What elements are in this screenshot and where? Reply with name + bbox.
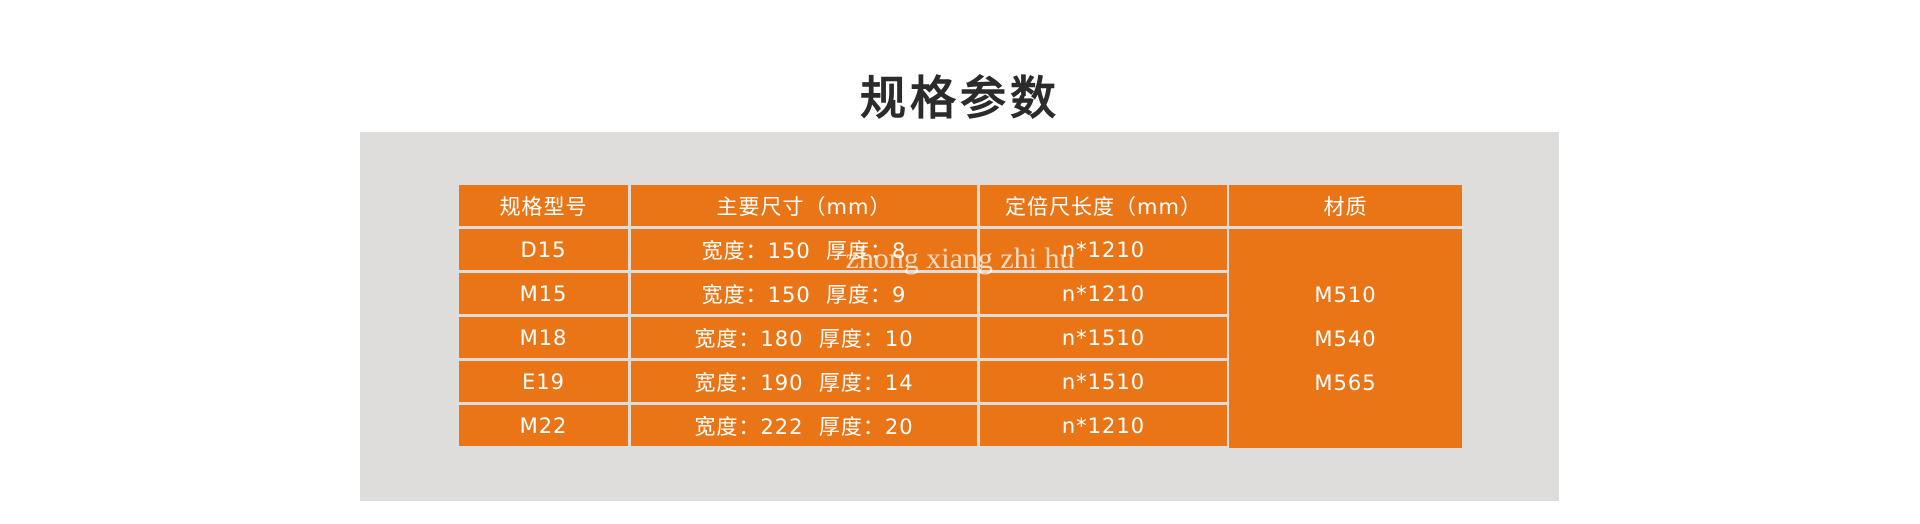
table-cell: n*1510	[980, 317, 1227, 358]
material-item: M565	[1314, 370, 1377, 395]
table-cell: n*1210	[980, 273, 1227, 314]
material-cell: M510 M540 M565	[1229, 229, 1462, 448]
table-cell: n*1210	[980, 229, 1227, 270]
table-cell: M22	[459, 405, 628, 446]
header-cell: 规格型号	[459, 185, 628, 226]
watermark: zhong xiang zhi hu	[845, 242, 1075, 275]
table-cell: M15	[459, 273, 628, 314]
table-cell: 宽度：150 厚度：8	[631, 229, 977, 270]
page-title: 规格参数	[860, 71, 1060, 125]
table-cell: 宽度：222 厚度：20	[631, 405, 977, 446]
table-cell: E19	[459, 361, 628, 402]
header-cell: 材质	[1229, 185, 1462, 226]
table-cell: 宽度：150 厚度：9	[631, 273, 977, 314]
spec-table: 规格型号 主要尺寸（mm） 定倍尺长度（mm） 材质 D15 宽度：150 厚度：8 n*1…	[459, 185, 1462, 448]
table-cell: 宽度：180 厚度：10	[631, 317, 977, 358]
table-cell: n*1210	[980, 405, 1227, 446]
table-cell: n*1510	[980, 361, 1227, 402]
material-item: M540	[1314, 326, 1377, 351]
header-cell: 定倍尺长度（mm）	[980, 185, 1227, 226]
table-cell: D15	[459, 229, 628, 270]
header-cell: 主要尺寸（mm）	[631, 185, 977, 226]
table-cell: M18	[459, 317, 628, 358]
material-item: M510	[1314, 282, 1377, 307]
table-cell: 宽度：190 厚度：14	[631, 361, 977, 402]
